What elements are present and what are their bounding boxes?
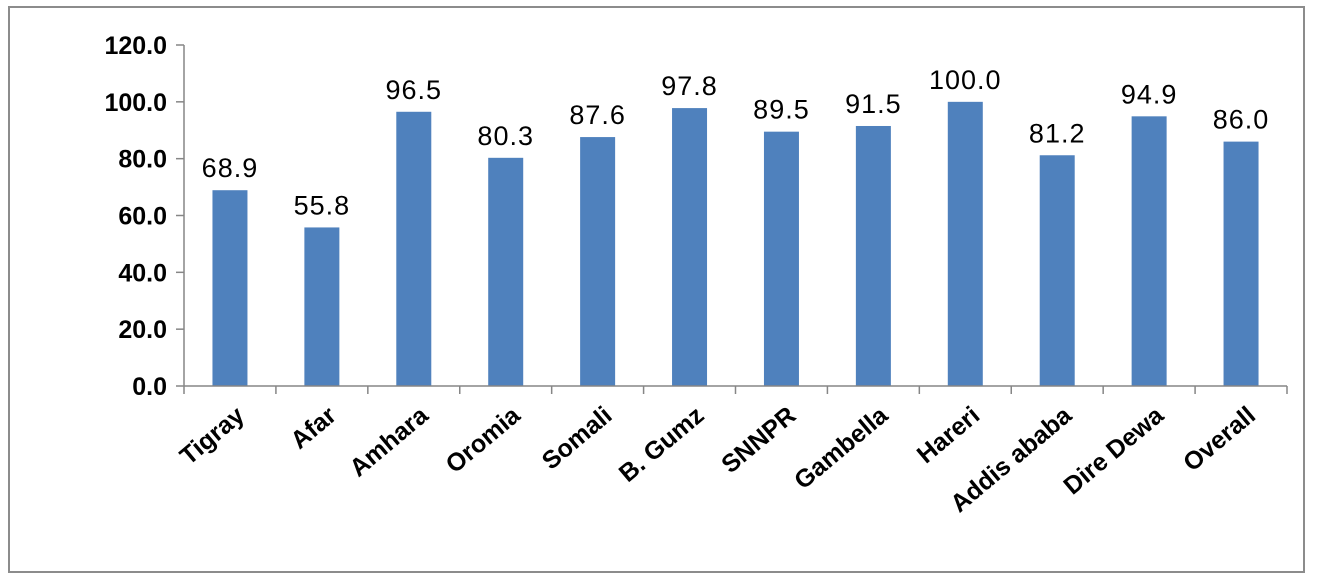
data-label: 91.5 <box>845 89 902 119</box>
bar-b-gumz <box>672 108 708 387</box>
y-tick-label: 60.0 <box>118 203 167 231</box>
x-tick-label: B. Gumz <box>614 401 710 488</box>
data-label: 80.3 <box>477 121 534 151</box>
bar-gambella <box>855 125 891 387</box>
bar-oromia <box>488 157 524 386</box>
data-label: 94.9 <box>1121 79 1178 109</box>
y-tick-label: 100.0 <box>104 89 167 117</box>
x-tick-label: Tigray <box>175 401 250 470</box>
data-label: 100.0 <box>929 65 1002 95</box>
axes-layer <box>176 44 1288 394</box>
bars-layer <box>212 101 1259 387</box>
x-tick-label: Dire Dewa <box>1058 400 1169 500</box>
bar-somali <box>580 137 616 386</box>
bar-chart: 0.0 20.0 40.0 60.0 80.0 100.0 120.0 Tigray Afar A… <box>104 32 1288 518</box>
x-tick-label: Oromia <box>441 400 527 478</box>
x-tick-label: Overall <box>1178 401 1261 477</box>
data-label: 97.8 <box>661 71 718 101</box>
data-label: 86.0 <box>1213 105 1270 135</box>
y-tick-label: 120.0 <box>104 32 167 60</box>
data-label: 89.5 <box>753 95 810 125</box>
data-label: 68.9 <box>202 153 259 183</box>
data-label: 96.5 <box>386 75 443 105</box>
y-tick-label: 40.0 <box>118 259 167 287</box>
bar-tigray <box>212 190 248 386</box>
data-label: 81.2 <box>1029 118 1086 148</box>
x-tick-label: SNNPR <box>716 401 801 479</box>
y-tick-label: 80.0 <box>118 146 167 174</box>
bar-addis-ababa <box>1039 155 1075 386</box>
x-tick-label: Afar <box>285 401 342 455</box>
chart-frame: 0.0 20.0 40.0 60.0 80.0 100.0 120.0 Tigray Afar A… <box>8 6 1305 573</box>
bar-afar <box>304 227 340 386</box>
x-tick-label: Hareri <box>912 401 985 469</box>
data-label: 87.6 <box>569 100 626 130</box>
data-label: 55.8 <box>294 190 351 220</box>
bar-amhara <box>396 111 432 386</box>
bar-dire-dewa <box>1131 116 1167 386</box>
bar-snnpr <box>763 131 799 386</box>
y-tick-label: 0.0 <box>132 373 167 401</box>
bar-hareri <box>947 101 983 386</box>
bar-overall <box>1223 141 1259 386</box>
y-tick-label: 20.0 <box>118 316 167 344</box>
x-tick-label: Amhara <box>344 400 434 482</box>
x-tick-label: Somali <box>537 401 618 475</box>
x-tick-label: Gambella <box>789 400 894 494</box>
